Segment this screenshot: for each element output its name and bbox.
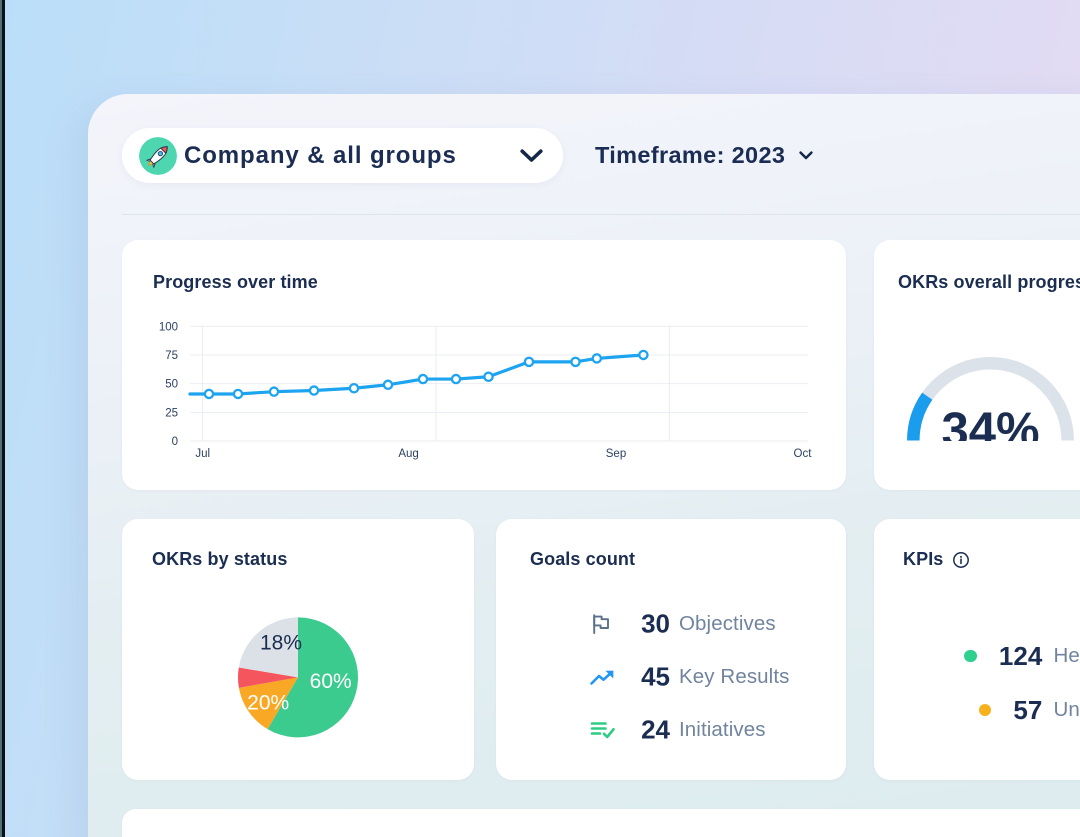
dashboard-panel: Company & all groups Timeframe: 2023 Pro… (88, 94, 1080, 837)
goals-count-card: Goals count 30 Objectives 45 Key Results (496, 519, 846, 780)
initiatives-row: 24 Initiatives (496, 710, 846, 750)
svg-text:18%: 18% (260, 632, 302, 655)
key-results-row: 45 Key Results (496, 657, 846, 697)
chevron-down-icon (799, 151, 813, 160)
list-check-icon (590, 722, 615, 739)
unhealthy-kpis-row: 57 Unhealthy (874, 690, 1080, 730)
info-icon[interactable] (952, 551, 970, 569)
status-pie-chart: 60% 20% 18% (122, 519, 474, 785)
svg-text:100: 100 (159, 321, 178, 333)
healthy-label: Healthy (1053, 644, 1080, 667)
svg-text:Sep: Sep (606, 448, 626, 460)
group-selector-dropdown[interactable]: Company & all groups (122, 128, 563, 183)
rocket-icon (139, 136, 177, 175)
unhealthy-label: Unhealthy (1053, 698, 1080, 721)
svg-text:25: 25 (165, 407, 178, 419)
window-edge-line (2, 0, 5, 837)
kpis-title: KPIs (903, 549, 944, 569)
svg-text:50: 50 (165, 379, 178, 391)
progress-over-time-card: Progress over time 0 25 50 75 100 Jul Aug Sep Oc… (122, 240, 846, 490)
svg-text:Oct: Oct (794, 448, 813, 460)
svg-text:Jul: Jul (195, 448, 210, 460)
flag-icon (593, 614, 609, 634)
trending-up-icon (590, 670, 614, 685)
unhealthy-dot (978, 703, 992, 717)
card-title: Goals count (530, 549, 636, 569)
objectives-row: 30 Objectives (496, 604, 846, 644)
initiatives-count: 24 (641, 714, 670, 745)
card-title: Progress over time (153, 272, 318, 292)
key-results-count: 45 (641, 661, 670, 692)
healthy-kpis-row: 124 Healthy (874, 636, 1080, 676)
svg-text:0: 0 (172, 436, 178, 448)
unhealthy-count: 57 (1013, 694, 1043, 725)
chevron-down-icon (520, 148, 543, 162)
key-results-label: Key Results (679, 665, 790, 688)
group-selector-label: Company & all groups (184, 141, 457, 169)
card-title: KPIs (903, 549, 970, 570)
svg-text:34%: 34% (941, 404, 1039, 442)
topbar-divider (122, 214, 1080, 215)
objectives-count: 30 (641, 608, 670, 639)
objectives-label: Objectives (679, 612, 776, 635)
window-edge (0, 0, 2, 837)
card-title: OKRs overall progress (898, 272, 1080, 292)
card-title: OKRs by status (152, 549, 288, 569)
initiatives-label: Initiatives (679, 718, 766, 741)
svg-text:75: 75 (165, 350, 178, 362)
overall-progress-gauge: 34% (874, 240, 1080, 441)
healthy-count: 124 (998, 640, 1043, 671)
bottom-card (122, 809, 1080, 837)
kpis-card: KPIs 124 Healthy 57 Unhea (874, 519, 1080, 780)
timeframe-label: Timeframe: 2023 (595, 142, 786, 168)
svg-text:20%: 20% (247, 692, 289, 715)
okrs-by-status-card: OKRs by status 60% 20% 18% (122, 519, 474, 780)
timeframe-dropdown[interactable]: Timeframe: 2023 (595, 128, 813, 183)
svg-text:60%: 60% (310, 670, 352, 693)
progress-line-chart: 0 25 50 75 100 Jul Aug Sep Oct (159, 321, 813, 460)
svg-text:Aug: Aug (398, 448, 418, 460)
okrs-overall-progress-card: OKRs overall progress 34% (874, 240, 1080, 490)
healthy-dot (964, 649, 977, 663)
